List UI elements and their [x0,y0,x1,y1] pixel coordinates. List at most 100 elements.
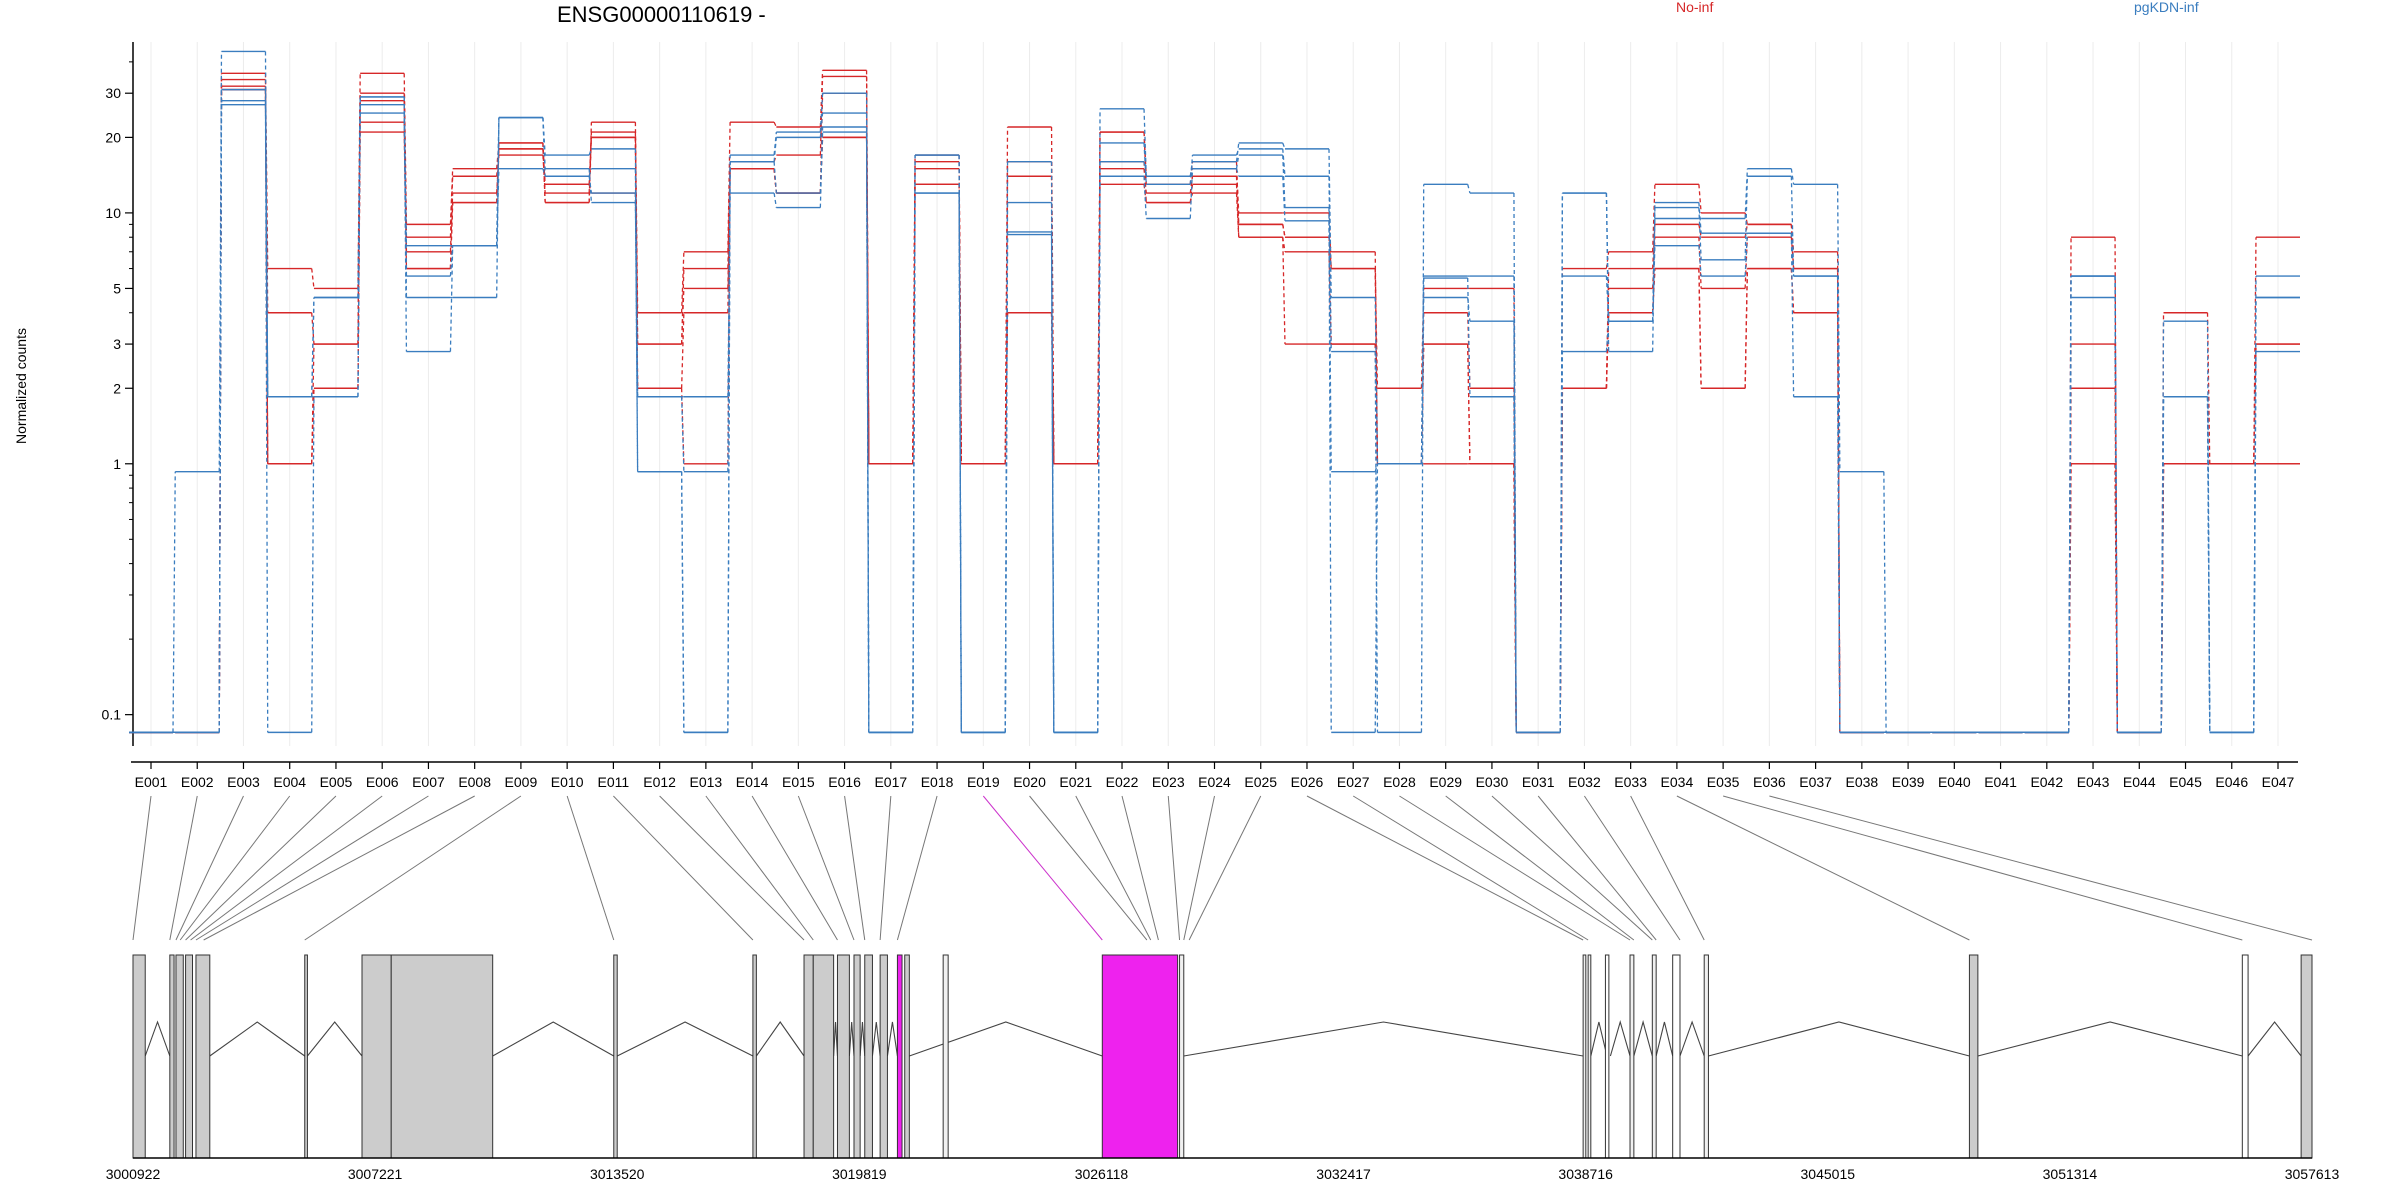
series-connector [2160,396,2165,733]
exon-link [1537,795,1657,941]
series-connector [1189,168,1194,219]
series-connector [1328,207,1332,733]
x-tick-label: E027 [1337,774,1370,790]
series-connector [1836,184,1841,472]
x-tick-label: E030 [1476,774,1509,790]
y-tick-label: 20 [105,129,121,145]
exon-box [1179,954,1185,1159]
exon-link [1399,795,1631,941]
series-connector [1467,278,1471,397]
exon-link [566,795,615,941]
series-connector [2068,276,2072,733]
genomic-tick-label: 3026118 [1075,1166,1129,1182]
intron-line [871,1021,881,1057]
intron-line [492,1021,615,1057]
intron-line [616,1021,754,1057]
genomic-axis: 3000922 3007221 3013520 3019819 3026118 30324… [106,1157,2340,1182]
exon-link [1722,795,2243,941]
series-connector [1189,176,1194,194]
series-connector [357,100,361,345]
series-connector [1374,463,1379,472]
series-connector [1282,176,1286,221]
exon-link [179,795,291,941]
y-axis-label: Normalized counts [13,328,29,444]
intron-line [1609,1020,1631,1057]
exon-box [169,954,175,1159]
series-connector [1744,168,1749,219]
exon-box [752,954,757,1159]
x-tick-label: E010 [551,774,584,790]
x-tick-label: E045 [2169,774,2202,790]
intron-line [909,1021,1103,1057]
series-lines [129,50,2300,734]
x-tick-label: E005 [320,774,353,790]
intron-line [2247,1021,2302,1057]
series-connector [449,245,454,277]
series-connector [1235,148,1240,156]
series-connector [1282,224,1286,238]
exon-box [175,954,184,1159]
series-connector [773,161,777,194]
series-connector [172,471,176,733]
y-tick-label: 30 [105,85,121,101]
series-connector [1698,202,1702,234]
series-connector [1050,234,1055,733]
series-connector [1790,176,1795,277]
exon-link [751,795,838,941]
exon-box [132,954,146,1159]
exon-box [803,954,814,1159]
series-connector [1420,276,1425,464]
exon-box [1629,954,1635,1159]
x-tick-label: E017 [874,774,907,790]
intron-line [1183,1021,1584,1057]
y-tick-label: 2 [113,380,121,396]
exon-box [812,954,835,1159]
series-connector [865,132,870,733]
series-connector [1143,176,1147,219]
series-connector [311,312,315,345]
x-tick-label: E029 [1429,774,1462,790]
x-tick-label: E038 [1845,774,1878,790]
exon-link [185,795,337,941]
intron-line [755,1021,805,1057]
exon-box [879,954,888,1159]
series-connector [1698,268,1702,389]
x-tick-label: E024 [1198,774,1231,790]
series-connector [1420,184,1425,733]
x-tick-label: E033 [1614,774,1647,790]
exon-box [1703,954,1709,1159]
exon-link [1121,795,1159,941]
exon-link [1306,795,1584,941]
x-tick-label: E019 [967,774,1000,790]
series-connector [958,155,962,733]
exon-box [1604,954,1610,1159]
exon-link [1445,795,1635,941]
gene-model [132,954,2313,1159]
exon-box [2241,954,2249,1159]
series-connector [1143,108,1147,177]
series-connector [588,137,593,203]
exon-box [1651,954,1657,1159]
x-tick-label: E044 [2123,774,2156,790]
legend-label-no-inf: No-inf [1676,0,1713,15]
series-connector [2160,312,2165,733]
x-tick-label: E034 [1661,774,1694,790]
exon-box [904,954,910,1159]
series-connector [403,113,408,246]
x-tick-label: E026 [1291,774,1324,790]
genomic-tick-label: 3045015 [1801,1166,1856,1182]
x-tick-label: E037 [1799,774,1832,790]
series-connector [449,245,454,352]
exon-box [304,954,308,1159]
exon-link-lines [132,795,2313,941]
series-connector [1235,168,1240,177]
intron-line [859,1021,866,1057]
genomic-tick-label: 3057613 [2285,1166,2340,1182]
series-connector [403,104,408,352]
series-connector [588,168,593,177]
intron-line [833,1021,839,1057]
exon-link [879,795,892,941]
exon-box [1672,954,1681,1159]
exon-box [390,954,494,1159]
